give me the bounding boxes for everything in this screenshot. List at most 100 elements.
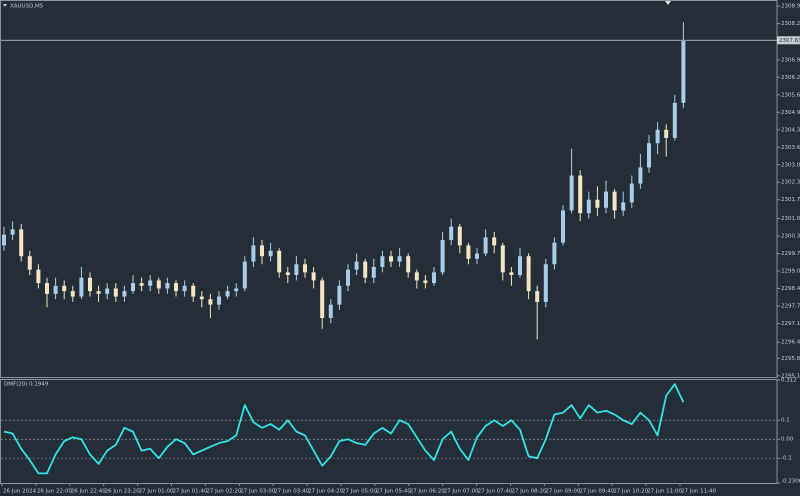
candle-body	[234, 288, 239, 292]
candle-body	[414, 272, 419, 281]
x-tick-label: 27 Jun 06:20	[410, 489, 445, 495]
candle-body	[569, 175, 574, 211]
x-tick-label: 27 Jun 09:40	[579, 489, 614, 495]
candle-body	[320, 280, 325, 319]
candle-body	[492, 237, 497, 246]
x-tick-label: 27 Jun 11:40	[681, 489, 716, 495]
y-tick-label: 2303.65	[781, 145, 800, 151]
candle-body	[543, 264, 548, 302]
x-tick-label: 27 Jun 09:00	[545, 489, 580, 495]
y-tick-label: 2295.15	[781, 373, 800, 379]
y-tick-label: 2303.00	[781, 162, 800, 168]
candle-body	[647, 143, 651, 168]
candle-body	[70, 291, 75, 297]
candle-body	[612, 191, 617, 211]
candle-body	[96, 291, 101, 294]
price-tag	[777, 36, 800, 45]
candle-body	[629, 183, 634, 203]
indicator-plot	[1, 383, 777, 475]
candle-body	[638, 167, 643, 184]
candle-body	[561, 210, 565, 243]
y-tick-label: 2298.40	[781, 286, 800, 292]
x-tick-label: 27 Jun 01:40	[173, 489, 208, 495]
y-tick-label: -0.2306	[781, 479, 800, 485]
indicator-panel-frame	[0, 379, 778, 484]
candle-body	[397, 256, 402, 262]
candle-body	[518, 256, 522, 276]
y-tick-label: 2297.10	[781, 321, 800, 327]
candle-body	[191, 285, 196, 297]
x-tick-label: 27 Jun 08:20	[512, 489, 547, 495]
y-tick-label: 2297.75	[781, 303, 800, 309]
x-tick-label: 27 Jun 04:20	[308, 489, 343, 495]
x-tick-label: 27 Jun 07:40	[478, 489, 513, 495]
price-tag-label: 2307.63	[779, 38, 800, 44]
y-tick-label: 2296.40	[781, 340, 800, 346]
candle-body	[449, 226, 454, 241]
y-tick-label: 2299.70	[781, 251, 800, 257]
y-tick-label: -0.1	[781, 456, 792, 462]
indicator-title: DMF(20) 0.1949	[4, 382, 49, 388]
candle-body	[122, 291, 127, 297]
y-tick-label: 0.312	[781, 378, 797, 384]
candle-body	[2, 234, 6, 246]
main-plot	[1, 22, 777, 340]
x-tick-label: 27 Jun 03:40	[274, 489, 309, 495]
symbol-title: XAUUSD,M5	[10, 4, 44, 10]
candle-body	[483, 237, 488, 254]
y-tick-label: 0.00	[781, 437, 794, 443]
candle-body	[475, 253, 479, 259]
menu-triangle[interactable]	[3, 4, 7, 7]
y-tick-label: 2304.95	[781, 110, 800, 116]
y-tick-label: 2302.35	[781, 180, 800, 186]
y-tick-label: 2301.00	[781, 216, 800, 222]
candle-body	[681, 41, 686, 103]
dmf-line	[3, 383, 685, 475]
candle-body	[621, 202, 626, 211]
axes: 2308.90 2308.25 2306.90 2306.25 2305.60 2304.…	[1, 4, 800, 495]
candle-body	[440, 240, 445, 273]
candle-body	[217, 296, 221, 305]
x-tick-label: 27 Jun 10:20	[613, 489, 648, 495]
candle-body	[105, 288, 110, 294]
candle-body	[303, 264, 307, 273]
y-tick-label: 2308.90	[781, 4, 800, 10]
candle-body	[148, 280, 153, 286]
candle-body	[62, 285, 67, 292]
candle-body	[285, 272, 290, 276]
candle-body	[131, 283, 135, 292]
candle-body	[277, 250, 282, 273]
candle-body	[672, 102, 677, 138]
x-tick-label: 26 Jun 22:00	[37, 489, 72, 495]
y-tick-label: 2301.70	[781, 197, 800, 203]
y-tick-label: 0.1	[781, 418, 790, 424]
candle-body	[36, 269, 41, 284]
candle-body	[88, 277, 92, 292]
candle-body	[432, 272, 436, 284]
candle-body	[45, 283, 49, 294]
candle-body	[268, 250, 273, 257]
candle-body	[242, 261, 247, 289]
candle-body	[208, 299, 213, 305]
candle-body	[655, 129, 660, 144]
candle-body	[79, 277, 84, 297]
candle-body	[346, 269, 350, 286]
candle-body	[165, 283, 170, 289]
candle-body	[294, 264, 299, 276]
candle-body	[174, 283, 178, 292]
candle-body	[182, 285, 187, 292]
y-tick-label: 2299.05	[781, 268, 800, 274]
candle-body	[380, 256, 385, 267]
candle-body	[509, 272, 514, 276]
candle-body	[457, 226, 462, 246]
candle-body	[595, 199, 600, 208]
y-tick-label: 2306.90	[781, 57, 800, 63]
x-tick-label: 26 Jun 23:20	[105, 489, 140, 495]
candle-body	[53, 285, 58, 294]
x-tick-label: 27 Jun 03:00	[240, 489, 275, 495]
y-tick-label: 2295.80	[781, 356, 800, 362]
y-tick-label: 2308.25	[781, 21, 800, 27]
candle-body	[311, 272, 316, 281]
x-tick-label: 27 Jun 05:00	[342, 489, 377, 495]
